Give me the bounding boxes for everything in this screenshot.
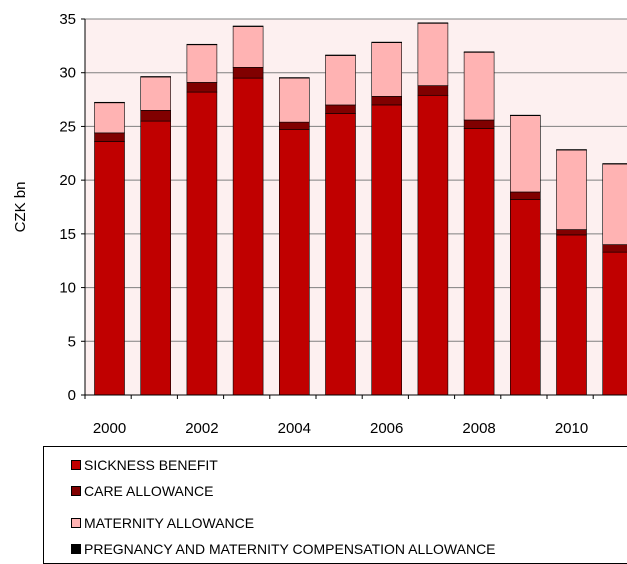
bar-segment (418, 86, 448, 96)
y-tick-label: 20 (59, 172, 76, 189)
bar-segment (464, 52, 494, 120)
legend-swatch (71, 518, 81, 528)
bar-segment (603, 245, 627, 253)
x-tick-label: 2000 (93, 420, 126, 437)
bar-segment (233, 27, 263, 68)
bar-segment (418, 23, 448, 24)
legend-item: MATERNITY ALLOWANCE (71, 514, 254, 532)
y-tick-label: 30 (59, 65, 76, 82)
bar-segment (464, 129, 494, 395)
bar-segment (187, 45, 217, 83)
bar-segment (95, 102, 125, 103)
bar-segment (372, 42, 402, 43)
bar-segment (95, 141, 125, 395)
bar-segment (279, 130, 309, 395)
bar-segment (510, 199, 540, 395)
bar-segment (141, 76, 171, 77)
bar-segment (233, 67, 263, 78)
bar-segment (372, 105, 402, 395)
x-tick-label: 2010 (555, 420, 588, 437)
bar-segment (372, 43, 402, 97)
x-tick-label: 2006 (370, 420, 403, 437)
bar-segment (279, 78, 309, 79)
bar-segment (603, 163, 627, 164)
legend: SICKNESS BENEFIT CARE ALLOWANCE MATERNITY … (43, 446, 627, 564)
legend-item: PREGNANCY AND MATERNITY COMPENSATION ALL… (71, 540, 496, 558)
y-tick-labels: 0 5 10 15 20 25 30 35 (59, 11, 85, 404)
legend-swatch (71, 460, 81, 470)
legend-swatch (71, 486, 81, 496)
bar-segment (510, 116, 540, 192)
y-tick-label: 15 (59, 226, 76, 243)
legend-label: MATERNITY ALLOWANCE (84, 515, 254, 531)
bar-segment (187, 44, 217, 45)
bar-segment (557, 235, 587, 395)
bar-segment (95, 133, 125, 142)
bar-segment (279, 122, 309, 130)
bar-segment (372, 96, 402, 105)
bar-segment (418, 23, 448, 85)
bar-segment (141, 121, 171, 395)
bar-segment (603, 252, 627, 395)
bar-segment (141, 110, 171, 121)
bar-segment (326, 114, 356, 395)
bar-segment (510, 115, 540, 116)
y-tick-label: 5 (68, 333, 76, 350)
bar-segment (233, 26, 263, 27)
y-tick-label: 25 (59, 118, 76, 135)
bar-segment (464, 52, 494, 53)
bar-segment (464, 120, 494, 129)
bar-segment (187, 82, 217, 92)
bar-segment (326, 55, 356, 56)
bar-segment (326, 105, 356, 114)
legend-swatch (71, 544, 81, 554)
y-tick-label: 0 (68, 387, 76, 404)
bar-segment (95, 103, 125, 133)
bar-segment (233, 78, 263, 395)
bar-segment (326, 56, 356, 105)
x-tick-label: 2004 (278, 420, 311, 437)
bar-segment (557, 150, 587, 229)
legend-item: CARE ALLOWANCE (71, 482, 213, 500)
y-axis-title: CZK bn (12, 182, 29, 233)
x-tick-label: 2002 (185, 420, 218, 437)
bar-segment (141, 77, 171, 110)
legend-label: CARE ALLOWANCE (84, 483, 213, 499)
x-tick-labels: 2000 2002 2004 2006 2008 2010 (85, 395, 627, 437)
bar-segment (510, 192, 540, 200)
bar-segment (557, 150, 587, 151)
bar-segment (418, 95, 448, 395)
x-tick-label: 2008 (462, 420, 495, 437)
y-tick-label: 10 (59, 280, 76, 297)
y-tick-label: 35 (59, 11, 76, 28)
legend-item: SICKNESS BENEFIT (71, 456, 218, 474)
bar-segment (187, 92, 217, 395)
bar-segment (557, 230, 587, 235)
legend-label: SICKNESS BENEFIT (84, 457, 218, 473)
bar-segment (603, 164, 627, 245)
bar-segment (279, 78, 309, 122)
legend-label: PREGNANCY AND MATERNITY COMPENSATION ALL… (84, 541, 496, 557)
